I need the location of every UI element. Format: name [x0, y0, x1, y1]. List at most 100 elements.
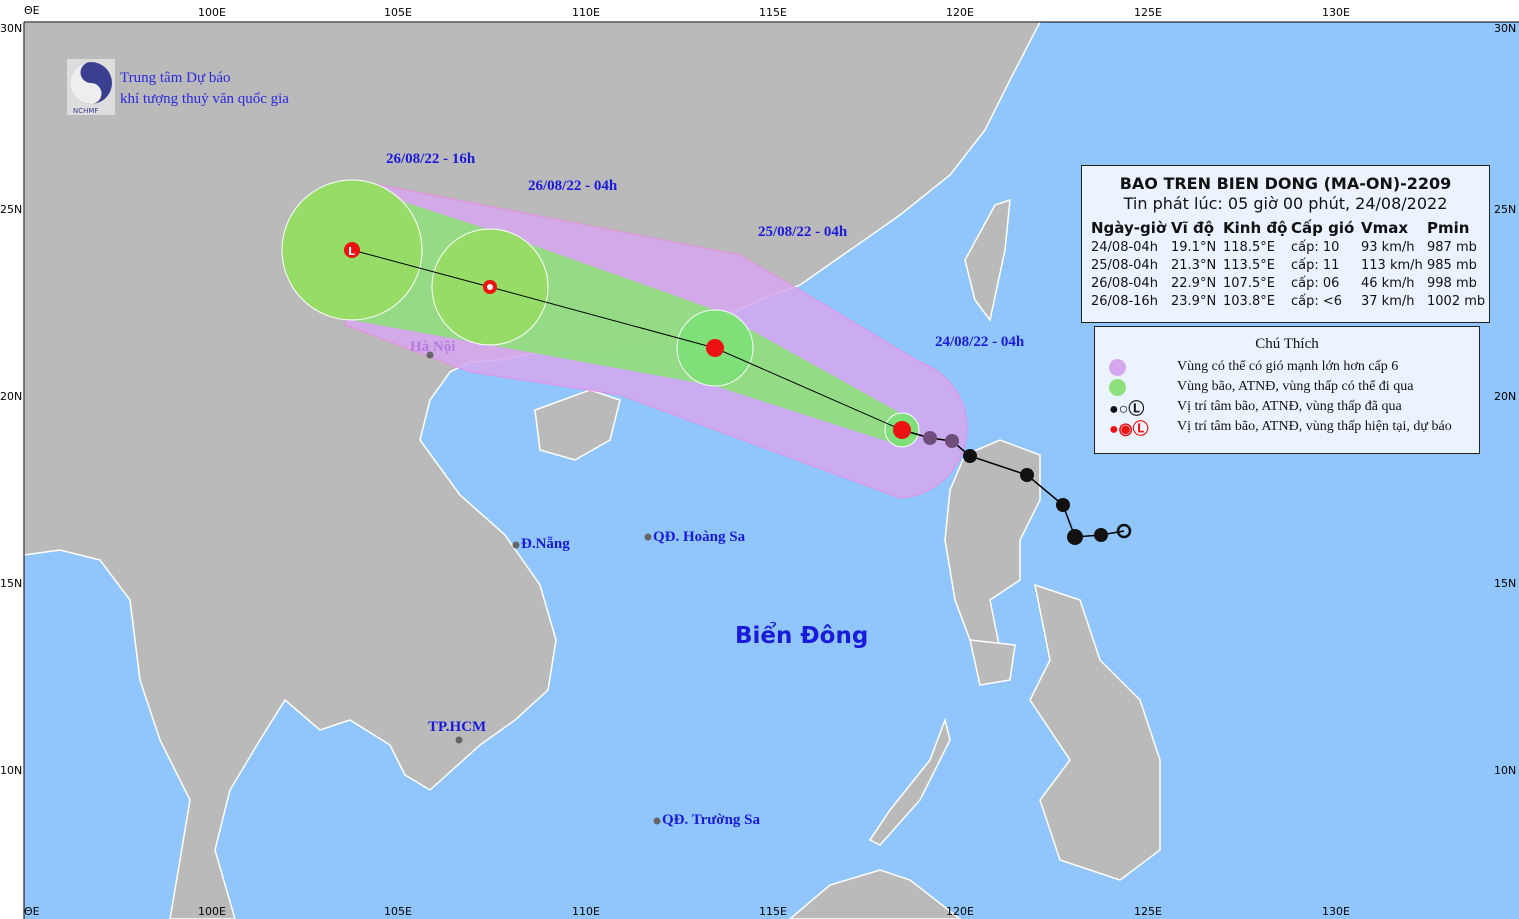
lon-tick-label: 125E — [1134, 6, 1162, 19]
cell: 107.5°E — [1223, 276, 1275, 291]
cell: cấp: <6 — [1291, 294, 1343, 309]
lon-tick-label: 130E — [1322, 905, 1350, 918]
cell: 113 km/h — [1361, 258, 1423, 273]
lon-tick-label: ΘE — [24, 4, 40, 17]
current-storm-icon — [893, 421, 911, 439]
map-frame — [23, 21, 1519, 919]
lon-tick-label: 120E — [946, 6, 974, 19]
track-time-label: 24/08/22 - 04h — [935, 334, 1025, 350]
col-header: Kinh độ — [1223, 219, 1288, 237]
lon-tick-label: 110E — [572, 905, 600, 918]
cell: 118.5°E — [1223, 240, 1275, 255]
col-header: Cấp gió — [1291, 219, 1355, 237]
track-time-label: 26/08/22 - 04h — [528, 178, 618, 194]
cell: 25/08-04h — [1091, 258, 1158, 273]
table-row: 25/08-04h 21.3°N 113.5°E cấp: 11 113 km/h 985… — [1089, 257, 1483, 275]
cell: 46 km/h — [1361, 276, 1415, 291]
cell: 37 km/h — [1361, 294, 1415, 309]
col-header: Ngày-giờ — [1091, 219, 1167, 237]
lat-tick-label: 10N — [1494, 764, 1517, 777]
borneo-island — [788, 869, 962, 919]
lon-tick-label: 105E — [384, 6, 412, 19]
lat-tick-label: 15N — [0, 577, 23, 590]
lat-tick-label: 25N — [1494, 203, 1517, 216]
legend-item: Vùng có thể có gió mạnh lớn hơn cấp 6 — [1109, 357, 1398, 377]
past-storm-icon — [963, 449, 977, 463]
organization-name: Trung tâm Dự báo khí tượng thuỷ văn quốc… — [120, 68, 289, 110]
city-label-hcm: TP.HCM — [428, 719, 487, 735]
table-row: 24/08-04h 19.1°N 118.5°E cấp: 10 93 km/h 987 … — [1089, 239, 1483, 257]
legend-item: ●◉Ⓛ Vị trí tâm bão, ATNĐ, vùng thấp hiện … — [1109, 417, 1452, 438]
lon-tick-label: 110E — [572, 6, 600, 19]
lon-tick-label: 100E — [198, 905, 226, 918]
lon-tick-label: 100E — [198, 6, 226, 19]
cell: 26/08-04h — [1091, 276, 1158, 291]
issue-time: Tin phát lúc: 05 giờ 00 phút, 24/08/2022 — [1123, 194, 1448, 213]
table-header: Ngày-giờ Vĩ độ Kinh độ Cấp gió Vmax Pmin — [1089, 217, 1483, 239]
lat-tick-label: 20N — [1494, 390, 1517, 403]
lon-tick-label: 125E — [1134, 905, 1162, 918]
lat-tick-label: 15N — [1494, 577, 1517, 590]
philippine-islands — [1029, 583, 1161, 881]
past-storm-icon — [1094, 528, 1108, 542]
col-header: Vmax — [1361, 219, 1409, 237]
storm-title: BAO TREN BIEN DONG (MA-ON)-2209 — [1119, 174, 1452, 193]
cell: 103.8°E — [1223, 294, 1275, 309]
org-line-2: khí tượng thuỷ văn quốc gia — [120, 91, 289, 107]
lon-tick-label: ΘE — [24, 905, 40, 918]
land-masses — [23, 21, 1161, 919]
cell: 985 mb — [1427, 258, 1477, 273]
lon-tick-label: 105E — [384, 905, 412, 918]
legend-text: Vị trí tâm bão, ATNĐ, vùng thấp hiện tại… — [1177, 419, 1452, 434]
lat-tick-label: 20N — [0, 390, 23, 403]
table-row: 26/08-04h 22.9°N 107.5°E cấp: 06 46 km/h 998 … — [1089, 275, 1483, 293]
lon-tick-label: 115E — [759, 6, 787, 19]
forecast-positions: L — [344, 242, 911, 439]
cell: 93 km/h — [1361, 240, 1415, 255]
cell: 987 mb — [1427, 240, 1477, 255]
svg-text:NCHMF: NCHMF — [73, 107, 98, 115]
map-legend: Chú Thích Vùng có thể có gió mạnh lớn hơ… — [1094, 326, 1480, 454]
past-depression-icon — [1116, 523, 1132, 539]
city-label-danang: Đ.Nẵng — [521, 536, 570, 552]
current-position-icons: ●◉Ⓛ — [1109, 421, 1149, 438]
table-row: 26/08-16h 23.9°N 103.8°E cấp: <6 37 km/h 1002… — [1089, 293, 1486, 311]
taiwan-island — [964, 198, 1011, 322]
past-storm-icon — [1067, 529, 1083, 545]
legend-item: Vùng bão, ATNĐ, vùng thấp có thể đi qua — [1109, 377, 1413, 397]
purple-zone-icon — [1109, 358, 1126, 376]
legend-text: Vị trí tâm bão, ATNĐ, vùng thấp đã qua — [1177, 399, 1402, 414]
past-storm-icon — [1020, 468, 1034, 482]
place-dots — [426, 351, 661, 825]
cell: 21.3°N — [1171, 258, 1217, 273]
track-time-label: 25/08/22 - 04h — [758, 224, 848, 240]
storm-info-box: BAO TREN BIEN DONG (MA-ON)-2209 Tin phát… — [1081, 165, 1490, 323]
org-line-1: Trung tâm Dự báo — [120, 70, 231, 86]
cell: 26/08-16h — [1091, 294, 1158, 309]
cell: 113.5°E — [1223, 258, 1275, 273]
cell: 998 mb — [1427, 276, 1477, 291]
legend-title: Chú Thích — [1255, 336, 1319, 352]
forecast-table: Ngày-giờ Vĩ độ Kinh độ Cấp gió Vmax Pmin 24/0… — [1089, 217, 1486, 311]
past-storm-icon — [1056, 498, 1070, 512]
luzon-island — [944, 439, 1041, 652]
lat-tick-label: 25N — [0, 203, 23, 216]
cell: cấp: 06 — [1291, 276, 1340, 291]
nchmf-logo: NCHMF — [67, 59, 115, 115]
cell: 22.9°N — [1171, 276, 1217, 291]
forecast-track-line — [351, 249, 903, 431]
lon-tick-label: 115E — [759, 905, 787, 918]
cell: 19.1°N — [1171, 240, 1217, 255]
forecast-low-icon — [344, 242, 360, 258]
island-label-hoangsa: QĐ. Hoàng Sa — [653, 529, 746, 545]
sea-label: Biển Đông — [735, 623, 869, 649]
island-label-truongsa: QĐ. Trường Sa — [662, 812, 761, 828]
past-storm-icon — [945, 434, 959, 448]
legend-text: Vùng có thể có gió mạnh lớn hơn cấp 6 — [1177, 359, 1399, 374]
lon-tick-label: 130E — [1322, 6, 1350, 19]
track-time-label: 26/08/22 - 16h — [386, 151, 476, 167]
cell: 1002 mb — [1427, 294, 1486, 309]
mindoro-island — [969, 639, 1016, 686]
past-storm-icon — [923, 431, 937, 445]
